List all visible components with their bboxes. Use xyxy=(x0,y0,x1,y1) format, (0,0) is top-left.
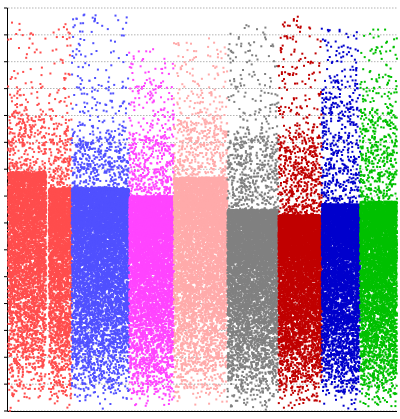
point xyxy=(38,360,40,362)
point xyxy=(10,235,12,237)
point xyxy=(27,388,29,390)
point xyxy=(39,383,41,385)
point xyxy=(28,265,30,267)
point xyxy=(33,293,35,295)
point xyxy=(9,364,11,366)
point xyxy=(44,186,46,188)
point xyxy=(29,353,31,355)
point xyxy=(44,375,46,377)
point xyxy=(36,318,38,320)
point xyxy=(15,358,17,360)
point xyxy=(34,388,36,390)
point xyxy=(10,344,12,346)
point xyxy=(38,340,40,342)
point xyxy=(17,375,19,377)
point xyxy=(22,302,24,304)
point xyxy=(11,325,13,327)
point xyxy=(24,322,26,324)
point xyxy=(29,397,31,399)
point xyxy=(37,362,39,364)
point xyxy=(19,382,21,384)
point xyxy=(29,384,31,386)
point xyxy=(22,374,24,376)
point xyxy=(30,357,32,359)
point xyxy=(31,379,33,381)
point xyxy=(45,336,47,338)
point xyxy=(44,373,46,375)
point xyxy=(40,328,42,330)
data-points xyxy=(7,14,398,412)
point xyxy=(45,287,47,289)
point xyxy=(10,296,12,298)
series-1 xyxy=(7,22,47,412)
point xyxy=(45,239,47,241)
point xyxy=(41,386,43,388)
point xyxy=(8,389,10,391)
point xyxy=(10,407,12,409)
point xyxy=(8,345,10,347)
point xyxy=(40,390,42,392)
point xyxy=(9,372,11,374)
point xyxy=(38,388,40,390)
point xyxy=(27,349,29,351)
point xyxy=(11,370,13,372)
point xyxy=(38,352,40,354)
point xyxy=(8,303,10,305)
point xyxy=(43,386,45,388)
point xyxy=(12,351,14,353)
point xyxy=(21,297,23,299)
point xyxy=(14,294,16,296)
